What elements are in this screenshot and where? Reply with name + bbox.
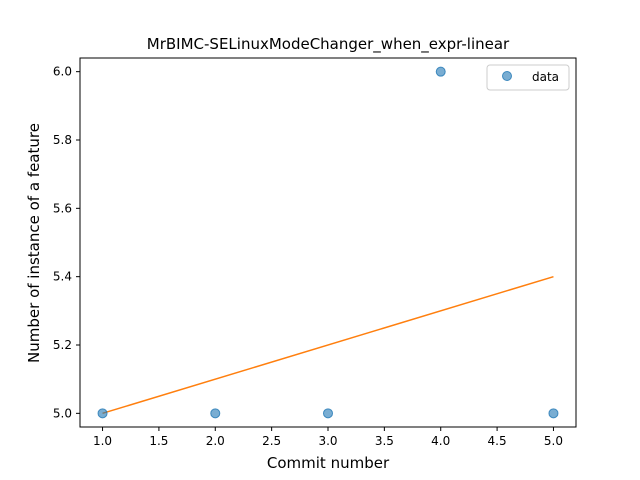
x-tick-label: 4.5 [488,434,507,448]
data-point [435,66,446,77]
y-tick-label: 5.2 [53,338,72,352]
plot-frame [79,57,577,428]
y-axis-label: Number of instance of a feature [25,123,43,363]
x-tick-label: 2.0 [206,434,225,448]
legend-marker-data [502,71,512,81]
x-axis-label: Commit number [267,454,390,472]
y-tick-label: 5.8 [53,133,72,147]
x-tick-label: 3.5 [375,434,394,448]
data-point [323,408,333,419]
x-axis: 1.0 1.5 2.0 2.5 3.0 3.5 4.0 4.5 5.0 [93,427,563,448]
data-point [210,408,221,419]
x-tick-label: 3.0 [318,434,337,448]
plot-area [97,66,559,419]
y-axis: 5.0 5.2 5.4 5.6 5.8 6.0 [53,65,80,420]
data-point [97,408,108,419]
x-tick-label: 1.0 [93,434,112,448]
legend: data [486,64,570,91]
y-tick-label: 5.6 [53,201,72,215]
chart-title: MrBIMC-SELinuxModeChanger_when_expr-line… [147,35,510,54]
y-tick-label: 5.0 [53,406,72,420]
legend-label-data: data [532,70,559,84]
x-tick-label: 1.5 [149,434,168,448]
trend-line [102,275,554,415]
data-point [548,408,559,419]
x-tick-label: 5.0 [544,434,563,448]
x-tick-label: 4.0 [431,434,450,448]
y-tick-label: 5.4 [53,270,72,284]
x-tick-label: 2.5 [262,434,281,448]
y-tick-label: 6.0 [53,65,72,79]
